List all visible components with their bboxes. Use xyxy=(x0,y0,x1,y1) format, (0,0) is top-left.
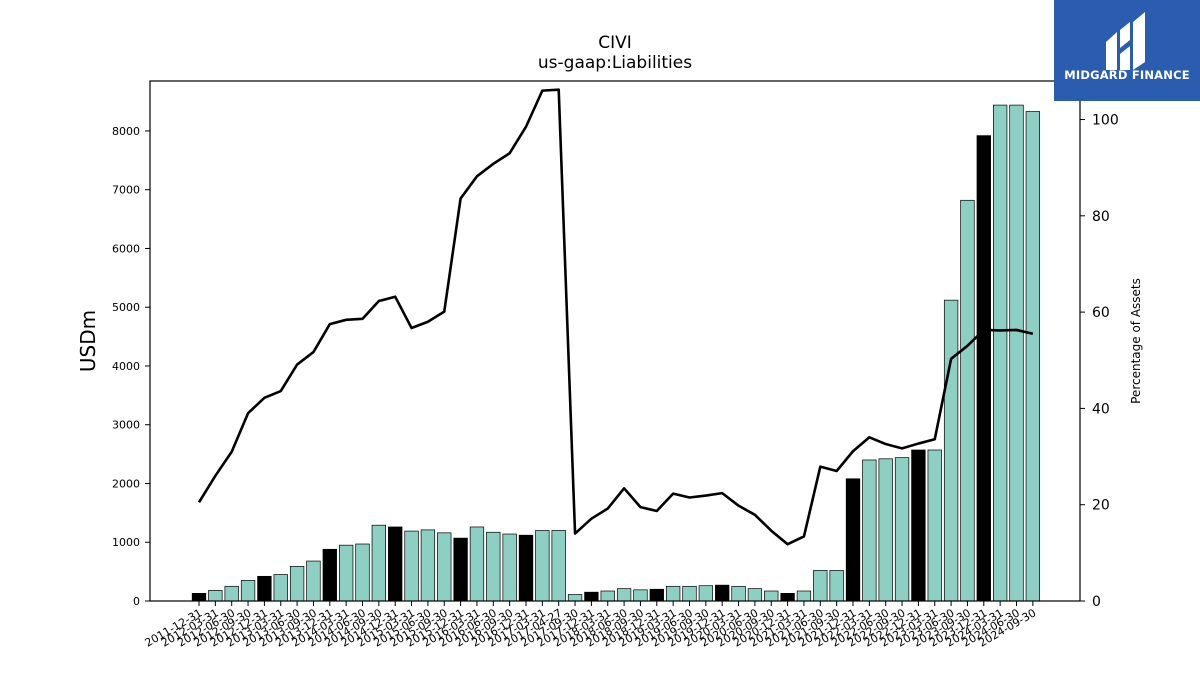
bar-2012-06-30 xyxy=(224,585,239,602)
bar-2018-12-31 xyxy=(649,588,664,602)
bar-2023-03-31 xyxy=(927,449,942,602)
percentage-of-assets-line xyxy=(197,88,1034,546)
bar-2014-12-31 xyxy=(388,526,403,602)
bar-2014-09-30 xyxy=(371,524,386,602)
bar-2015-06-30 xyxy=(420,529,436,602)
bar-2012-09-30 xyxy=(240,580,256,602)
bar-2022-12-31 xyxy=(911,449,926,602)
bar-2019-09-30 xyxy=(698,585,713,602)
bar-2018-09-30 xyxy=(633,589,648,602)
bar-2017-12-31 xyxy=(584,591,599,602)
bar-2023-09-30 xyxy=(960,199,975,602)
y-tick-label: 4000 xyxy=(112,360,140,373)
bar-2021-12-31 xyxy=(845,478,861,602)
bar-2023-06-30 xyxy=(943,299,959,602)
bar-2015-09-30 xyxy=(437,532,452,602)
bar-2016-06-30 xyxy=(486,531,501,602)
bar-2024-09-30 xyxy=(1025,111,1041,602)
left-y-axis: 0 1000 2000 3000 4000 5000 6000 7000 8000 xyxy=(112,125,150,608)
bar-2012-03-31 xyxy=(208,590,223,602)
bar-2022-06-30 xyxy=(878,458,893,602)
y-tick-label: 5000 xyxy=(112,301,140,314)
y-tick-label: 8000 xyxy=(112,125,140,138)
bar-2021-09-30 xyxy=(829,570,844,602)
logo-text: MIDGARD FINANCE xyxy=(1064,68,1190,82)
bar-2019-12-31 xyxy=(715,584,730,602)
y-tick-label: 6000 xyxy=(112,242,140,255)
y-tick-label: 3000 xyxy=(112,419,140,432)
bar-2013-12-31 xyxy=(322,548,337,602)
chart-title: CIVI xyxy=(598,33,632,53)
x-axis: 2011-12-312012-03-312012-06-302012-09-30… xyxy=(143,601,1038,650)
y2-tick-label: 60 xyxy=(1092,305,1110,321)
bar-2019-03-31 xyxy=(665,585,681,602)
y2-tick-label: 0 xyxy=(1092,594,1101,610)
bar-2016-12-31 xyxy=(518,534,534,602)
y-axis-label: USDm xyxy=(76,310,100,372)
midgard-logo-icon xyxy=(1106,12,1145,70)
bar-2024-03-31 xyxy=(992,104,1008,602)
bar-2013-03-31 xyxy=(273,574,288,602)
y-tick-label: 1000 xyxy=(112,536,140,549)
y-tick-label: 2000 xyxy=(112,477,140,490)
bar-series xyxy=(191,104,1041,602)
bar-2014-06-30 xyxy=(355,543,370,602)
plot-frame xyxy=(149,80,1081,602)
bar-2013-06-30 xyxy=(289,565,305,602)
y-tick-label: 0 xyxy=(133,595,140,608)
bar-2020-09-30 xyxy=(764,590,779,602)
bar-2017-09-30 xyxy=(567,594,583,602)
y2-tick-label: 40 xyxy=(1092,401,1110,417)
y2-tick-label: 20 xyxy=(1092,498,1110,514)
bar-2014-03-31 xyxy=(339,544,354,602)
bar-2024-06-30 xyxy=(1009,104,1024,602)
bar-2022-09-30 xyxy=(894,457,910,602)
y-tick-label: 7000 xyxy=(112,184,140,197)
bar-2018-06-30 xyxy=(616,588,632,602)
bar-2013-09-30 xyxy=(306,560,321,602)
bar-2020-03-31 xyxy=(731,585,746,602)
bar-2011-12-31 xyxy=(191,593,207,602)
bar-2015-03-31 xyxy=(404,530,419,602)
bar-2021-06-30 xyxy=(813,570,828,602)
bar-2015-12-31 xyxy=(453,537,468,602)
midgard-finance-logo: MIDGARD FINANCE xyxy=(1054,0,1200,101)
bar-2022-03-31 xyxy=(862,459,877,602)
bar-2016-03-31 xyxy=(469,526,485,602)
bar-2017-03-31 xyxy=(535,530,550,602)
right-y-axis: 0 20 40 60 80 100 xyxy=(1080,113,1119,610)
y2-tick-label: 100 xyxy=(1092,113,1119,129)
bar-2019-06-30 xyxy=(682,585,697,602)
bar-2017-06-30 xyxy=(551,530,566,602)
y2-tick-label: 80 xyxy=(1092,209,1110,225)
bar-2020-06-30 xyxy=(747,588,763,602)
bar-2023-12-31 xyxy=(976,135,991,602)
bar-2020-12-31 xyxy=(780,593,795,602)
bar-2021-03-31 xyxy=(796,590,812,602)
y2-axis-label: Percentage of Assets xyxy=(1129,278,1143,404)
bar-2012-12-31 xyxy=(257,575,272,602)
chart-subtitle: us-gaap:Liabilities xyxy=(537,53,693,73)
bar-2016-09-30 xyxy=(502,533,517,602)
bar-2018-03-31 xyxy=(600,590,615,602)
